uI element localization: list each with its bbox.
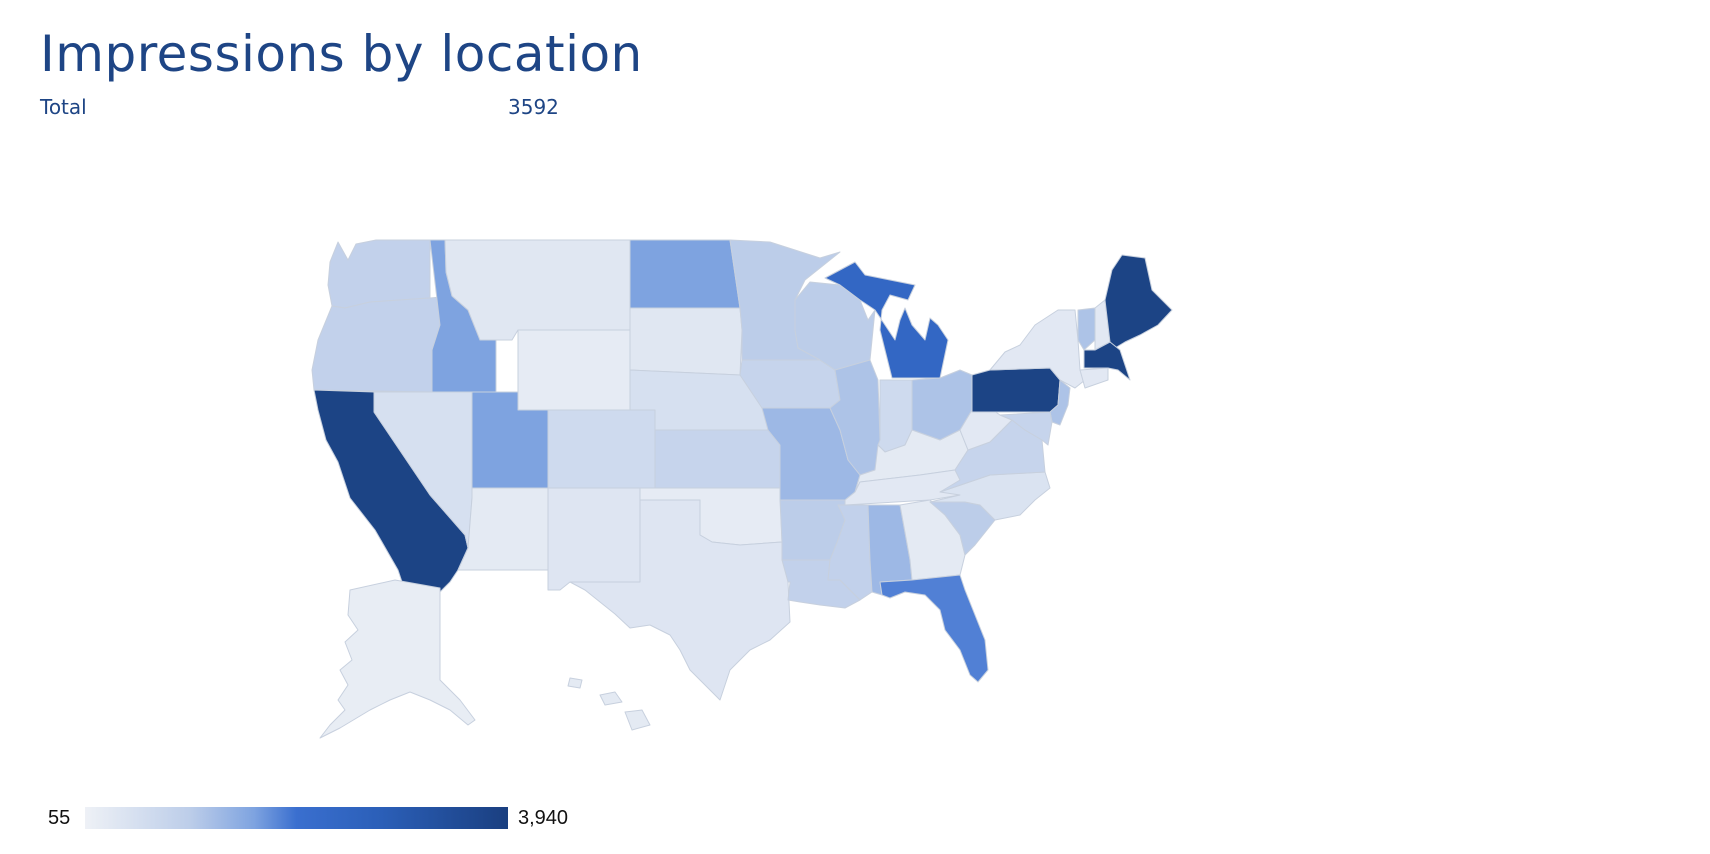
legend-max-label: 3,940 (518, 807, 569, 829)
state-fl[interactable] (879, 574, 989, 683)
state-ma[interactable] (1083, 341, 1131, 381)
state-co[interactable] (547, 409, 656, 489)
us-map (300, 230, 1300, 800)
state-ak[interactable] (319, 579, 476, 739)
us-map-svg (311, 239, 1173, 739)
state-ks[interactable] (654, 429, 781, 489)
state-md[interactable] (999, 411, 1053, 446)
total-label: Total (40, 95, 87, 119)
page-title: Impressions by location (40, 25, 643, 83)
state-wy[interactable] (517, 329, 631, 411)
state-ct[interactable] (1079, 367, 1109, 389)
state-tx[interactable] (569, 499, 791, 701)
state-nm[interactable] (547, 487, 641, 591)
legend-min-label: 55 (48, 807, 71, 829)
state-mi[interactable] (824, 261, 949, 379)
legend-gradient-bar (85, 807, 508, 829)
state-or[interactable] (311, 295, 453, 393)
state-vt[interactable] (1077, 307, 1096, 351)
state-nd[interactable] (629, 239, 741, 309)
state-az[interactable] (457, 487, 549, 571)
state-hi[interactable] (567, 677, 651, 731)
state-nj[interactable] (1049, 379, 1071, 426)
color-scale-legend: 55 3,940 (40, 806, 600, 830)
state-pa[interactable] (971, 367, 1061, 413)
total-value: 3592 (508, 95, 559, 119)
state-sd[interactable] (629, 307, 743, 376)
state-me[interactable] (1104, 254, 1173, 349)
state-wa[interactable] (327, 239, 431, 309)
